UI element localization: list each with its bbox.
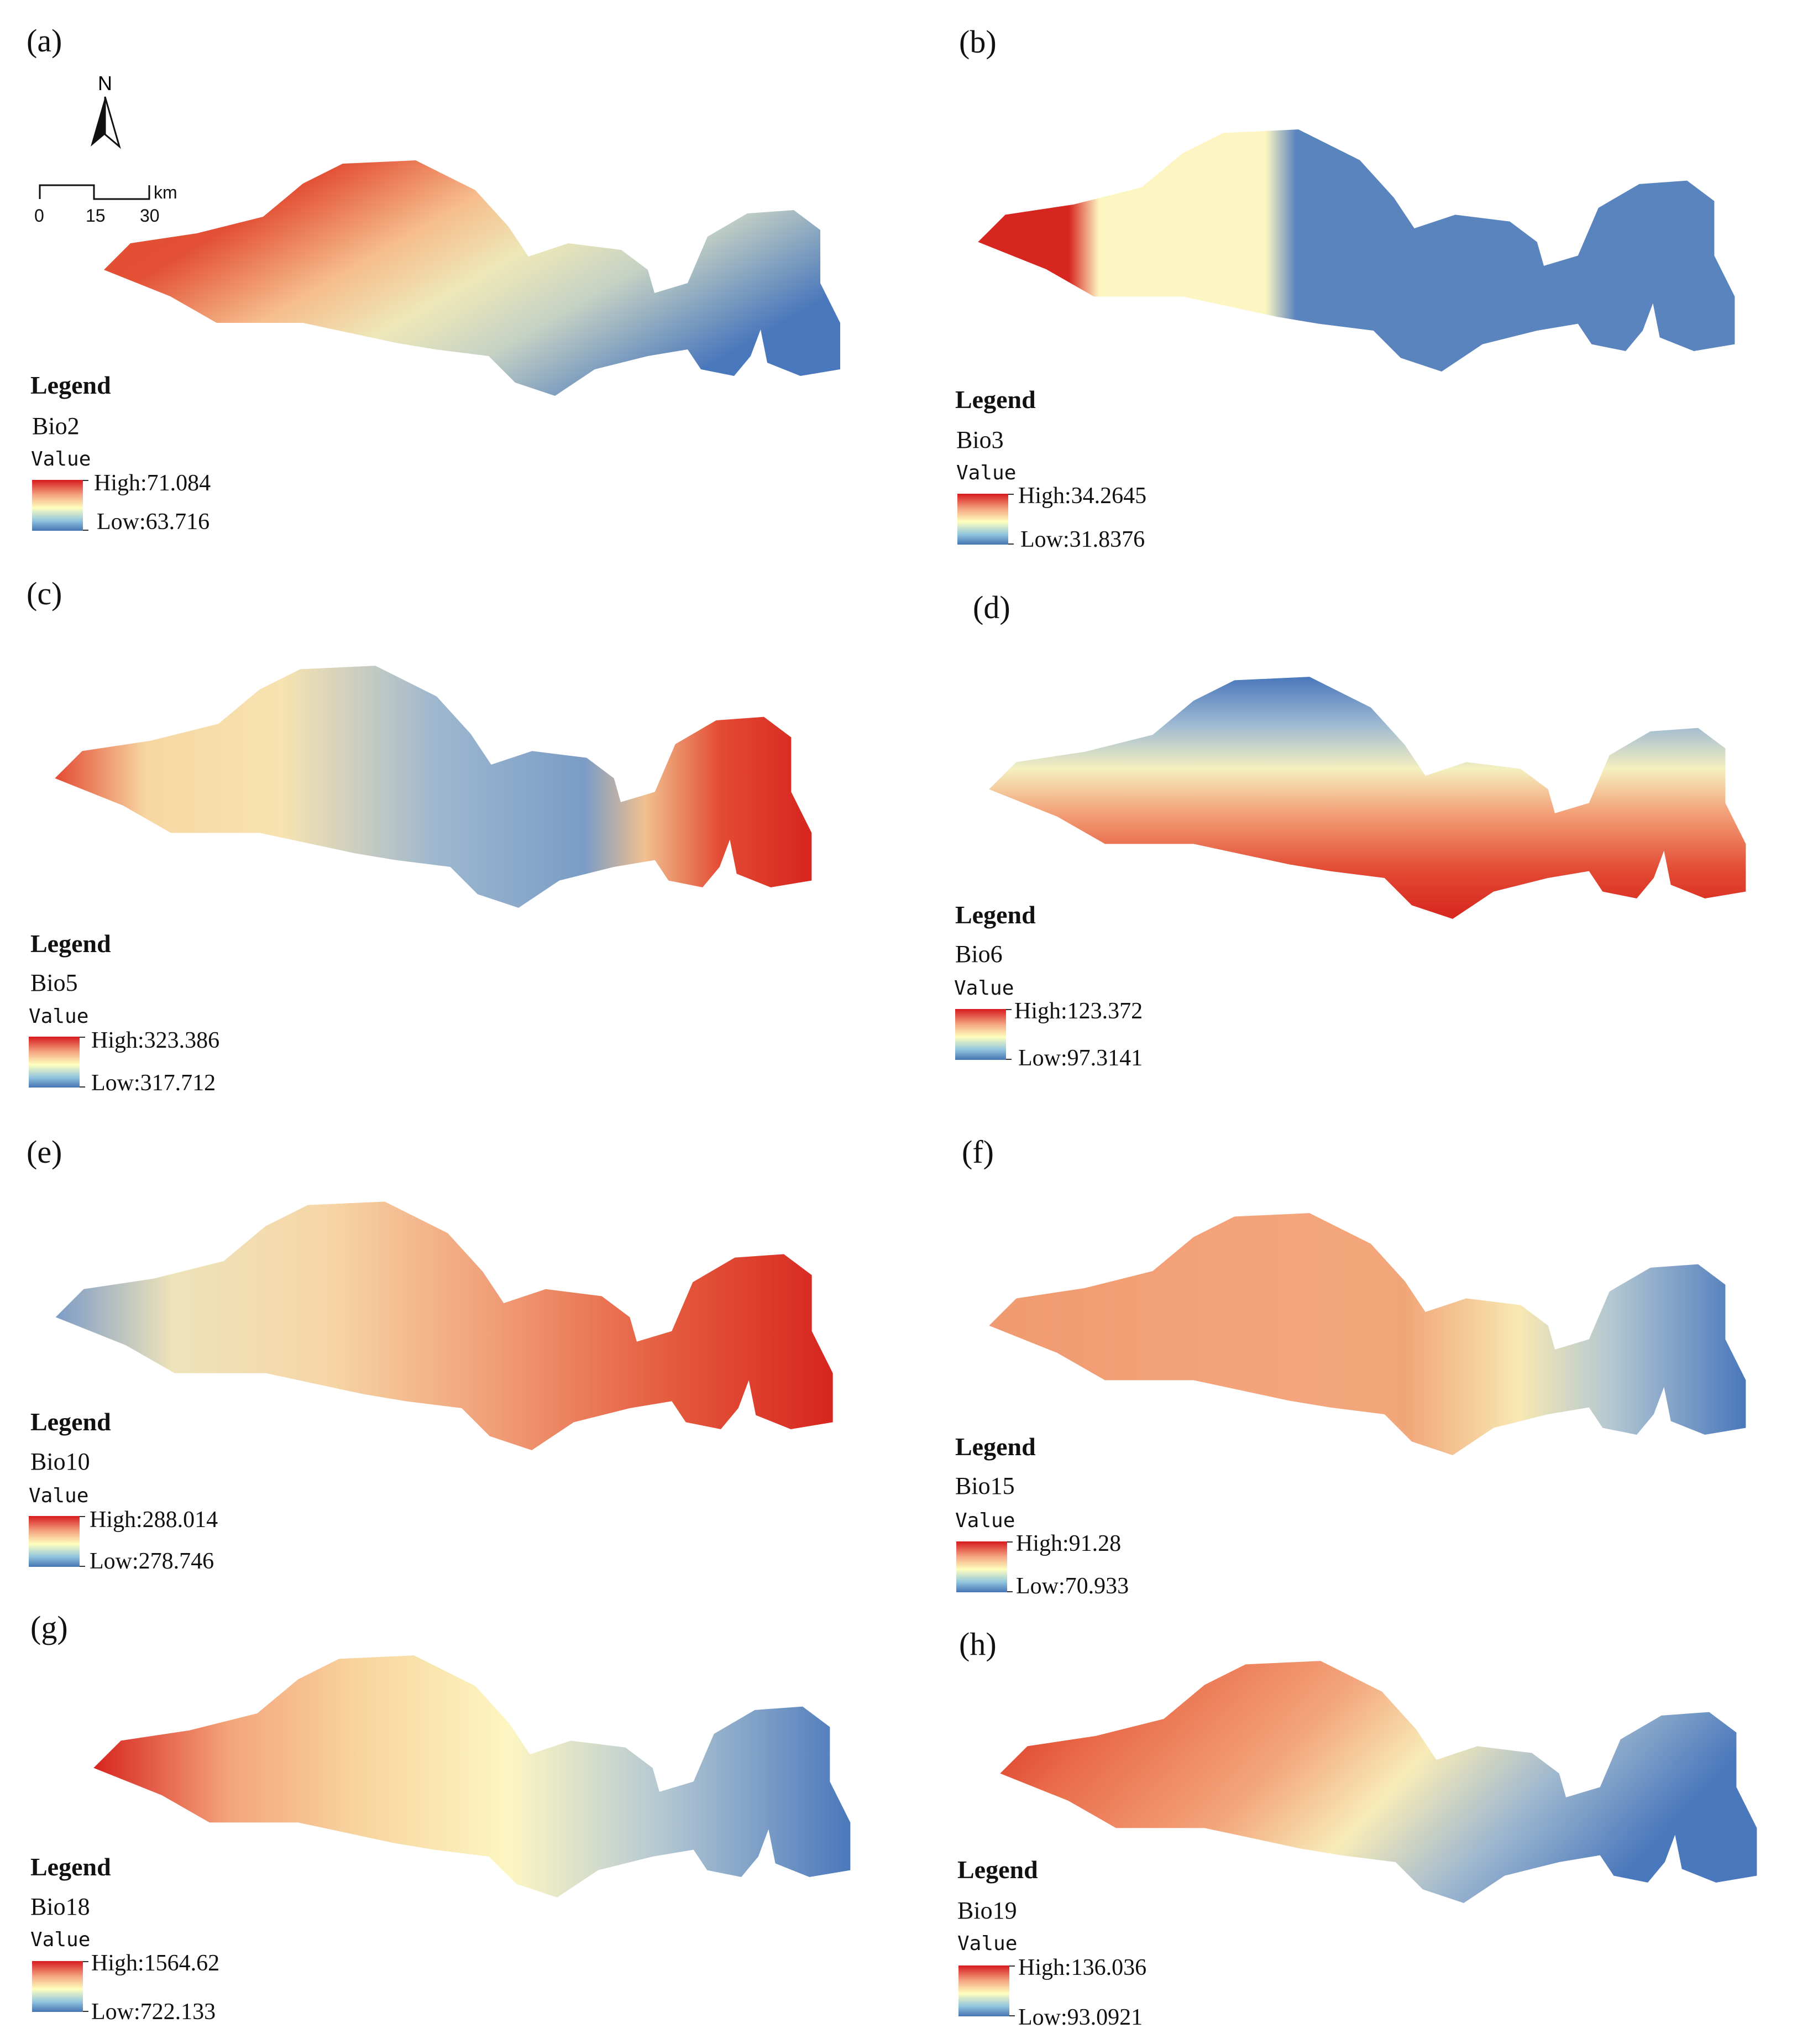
legend-title: Legend bbox=[30, 1853, 111, 1881]
scale-unit: km bbox=[154, 182, 177, 202]
legend-title: Legend bbox=[955, 1433, 1036, 1461]
color-ramp bbox=[32, 1961, 88, 2012]
legend-high: High:136.036 bbox=[1018, 1955, 1147, 1980]
panel-label: (c) bbox=[27, 576, 62, 611]
scale-bar bbox=[39, 184, 150, 200]
north-arrow-icon: N bbox=[91, 72, 121, 149]
panel-b: (b) Legend Bio3 Value High:34.2645 Low:3… bbox=[901, 0, 1802, 558]
color-ramp bbox=[958, 1965, 1015, 2016]
legend-value-heading: Value bbox=[29, 1484, 89, 1507]
legend-title: Legend bbox=[955, 901, 1036, 929]
color-ramp bbox=[955, 1009, 1012, 1060]
legend-value-heading: Value bbox=[957, 1932, 1018, 1955]
bio15-map bbox=[989, 1213, 1746, 1455]
legend-value-heading: Value bbox=[31, 448, 91, 471]
legend-value-heading: Value bbox=[955, 1509, 1015, 1532]
panel-c: (c) Legend Bio5 Value High:323.386 Low:3… bbox=[0, 558, 901, 1117]
panel-d: (d) Legend Bio6 Value High:123.372 Low:9… bbox=[901, 558, 1802, 1117]
legend-high: High:91.28 bbox=[1016, 1531, 1122, 1556]
legend-low: Low:63.716 bbox=[97, 509, 210, 535]
color-ramp bbox=[29, 1516, 85, 1567]
legend-high: High:71.084 bbox=[94, 471, 211, 496]
legend-value-heading: Value bbox=[954, 977, 1014, 1000]
bio3-map bbox=[978, 129, 1735, 372]
panel-a: (a) N 0 15 30 km Legend Bio2 Value High:… bbox=[0, 0, 901, 558]
panel-label: (d) bbox=[973, 589, 1010, 625]
color-ramp bbox=[29, 1037, 85, 1088]
panel-h: (h) Legend Bio19 Value High:136.036 Low:… bbox=[901, 1603, 1802, 2044]
scale-tick-15: 15 bbox=[86, 206, 106, 226]
legend-variable: Bio6 bbox=[955, 940, 1003, 968]
legend-high: High:1564.62 bbox=[91, 1951, 220, 1976]
legend-high: High:288.014 bbox=[90, 1507, 218, 1533]
scale-tick-0: 0 bbox=[34, 206, 44, 226]
panel-label: (e) bbox=[27, 1134, 62, 1170]
legend-variable: Bio2 bbox=[32, 412, 80, 440]
panel-f: (f) Legend Bio15 Value High:91.28 Low:70… bbox=[901, 1117, 1802, 1603]
color-ramp bbox=[956, 1541, 1013, 1592]
legend-value-heading: Value bbox=[30, 1928, 91, 1951]
legend-title: Legend bbox=[30, 371, 111, 399]
legend-low: Low:317.712 bbox=[91, 1070, 216, 1096]
legend-variable: Bio3 bbox=[956, 426, 1004, 453]
legend-value-heading: Value bbox=[29, 1005, 89, 1028]
legend-value-heading: Value bbox=[956, 462, 1017, 484]
legend-low: Low:31.8376 bbox=[1020, 527, 1145, 552]
bio10-map bbox=[55, 1201, 833, 1450]
legend-high: High:34.2645 bbox=[1018, 483, 1147, 509]
legend-high: High:323.386 bbox=[91, 1028, 220, 1053]
bio2-map bbox=[104, 160, 840, 396]
bio18-map bbox=[93, 1655, 851, 1897]
legend-title: Legend bbox=[957, 1855, 1038, 1884]
north-label: N bbox=[98, 72, 112, 95]
legend-title: Legend bbox=[955, 385, 1036, 414]
panel-label: (b) bbox=[959, 24, 997, 60]
bio19-map bbox=[1000, 1661, 1757, 1903]
panel-label: (g) bbox=[30, 1609, 68, 1645]
legend-title: Legend bbox=[30, 1408, 111, 1436]
color-ramp bbox=[32, 480, 88, 531]
legend-high: High:123.372 bbox=[1014, 999, 1143, 1024]
legend-title: Legend bbox=[30, 929, 111, 958]
legend-low: Low:70.933 bbox=[1016, 1573, 1129, 1599]
panel-label: (h) bbox=[959, 1626, 997, 1662]
legend-low: Low:97.3141 bbox=[1018, 1045, 1143, 1071]
bio5-map bbox=[55, 666, 812, 908]
legend-low: Low:722.133 bbox=[91, 1999, 216, 2025]
panel-label: (f) bbox=[962, 1134, 994, 1170]
legend-variable: Bio19 bbox=[957, 1897, 1017, 1924]
panel-label: (a) bbox=[27, 23, 62, 59]
legend-low: Low:278.746 bbox=[90, 1549, 214, 1574]
panel-e: (e) Legend Bio10 Value High:288.014 Low:… bbox=[0, 1117, 901, 1603]
legend-variable: Bio10 bbox=[30, 1448, 90, 1475]
legend-variable: Bio18 bbox=[30, 1893, 90, 1920]
legend-variable: Bio15 bbox=[955, 1472, 1015, 1499]
bio6-map bbox=[989, 677, 1746, 919]
legend-low: Low:93.0921 bbox=[1018, 2005, 1143, 2030]
color-ramp bbox=[957, 494, 1014, 545]
panel-g: (g) Legend Bio18 Value High:1564.62 Low:… bbox=[0, 1603, 901, 2044]
scale-tick-30: 30 bbox=[140, 206, 160, 226]
legend-variable: Bio5 bbox=[30, 969, 78, 996]
